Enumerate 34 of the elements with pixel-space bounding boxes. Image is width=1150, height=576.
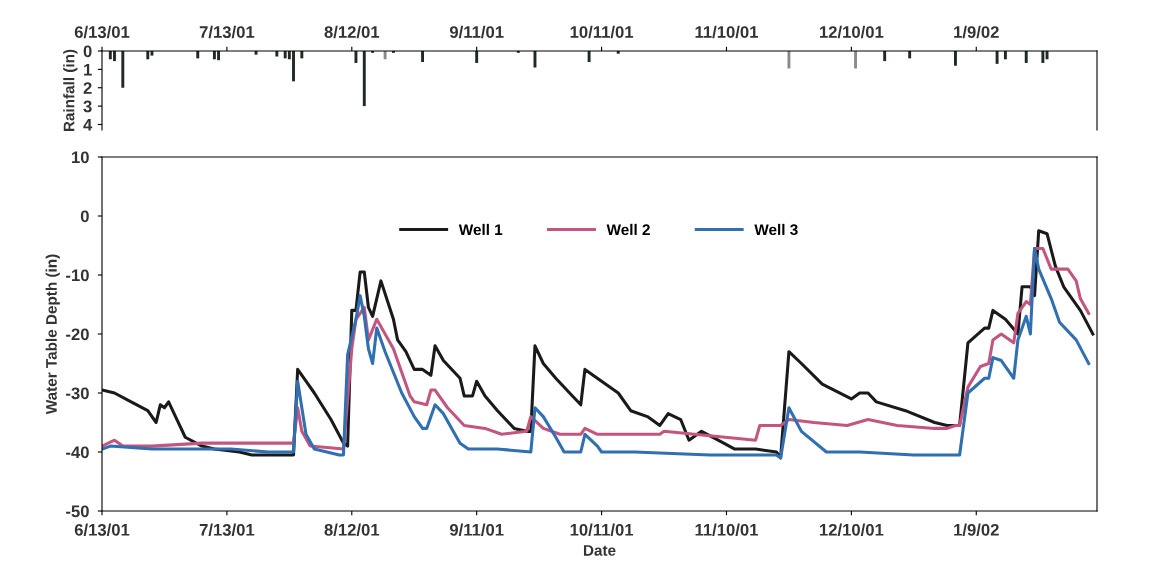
y-tick-label: -30 bbox=[66, 387, 89, 400]
x-tick-label: 9/11/01 bbox=[449, 25, 504, 39]
y-tick-label: 1 bbox=[84, 63, 92, 76]
x-tick-label: 11/10/01 bbox=[695, 25, 758, 39]
legend-label: Well 3 bbox=[754, 223, 798, 236]
x-tick-label: 11/10/01 bbox=[695, 523, 758, 536]
x-tick-label: 10/11/01 bbox=[570, 25, 634, 39]
y-tick-label: 4 bbox=[83, 119, 93, 131]
y-tick-label: -50 bbox=[66, 505, 89, 518]
y-tick-label: -40 bbox=[66, 446, 89, 459]
x-tick-label: 12/10/01 bbox=[819, 25, 884, 39]
y-tick-label: 0 bbox=[83, 45, 92, 58]
x-tick-label: 7/13/01 bbox=[199, 25, 255, 39]
x-tick-label: 9/11/01 bbox=[449, 523, 504, 536]
x-tick-label: 1/9/02 bbox=[954, 25, 999, 39]
y-tick-label: 3 bbox=[83, 100, 92, 113]
x-tick-label: 8/12/01 bbox=[324, 25, 380, 39]
x-tick-label: 10/11/01 bbox=[570, 523, 634, 536]
y-tick-label: 10 bbox=[72, 151, 89, 164]
y-tick-label: 2 bbox=[83, 82, 92, 94]
y-tick-label: 0 bbox=[80, 210, 89, 223]
x-tick-label: 12/10/01 bbox=[819, 523, 884, 536]
y-axis-title: Rainfall (in) bbox=[63, 49, 78, 132]
x-axis-title: Date bbox=[583, 545, 616, 556]
y-tick-label: -10 bbox=[66, 269, 89, 282]
x-tick-label: 6/13/01 bbox=[74, 523, 130, 536]
x-tick-label: 1/9/02 bbox=[954, 523, 999, 536]
x-tick-label: 6/13/01 bbox=[74, 25, 130, 39]
x-tick-label: 8/12/01 bbox=[324, 523, 380, 536]
legend-label: Well 2 bbox=[606, 223, 650, 236]
y-tick-label: -20 bbox=[66, 328, 89, 341]
y-axis-title: Water Table Depth (in) bbox=[45, 254, 60, 415]
legend-label: Well 1 bbox=[458, 223, 503, 236]
x-tick-label: 7/13/01 bbox=[199, 523, 255, 536]
